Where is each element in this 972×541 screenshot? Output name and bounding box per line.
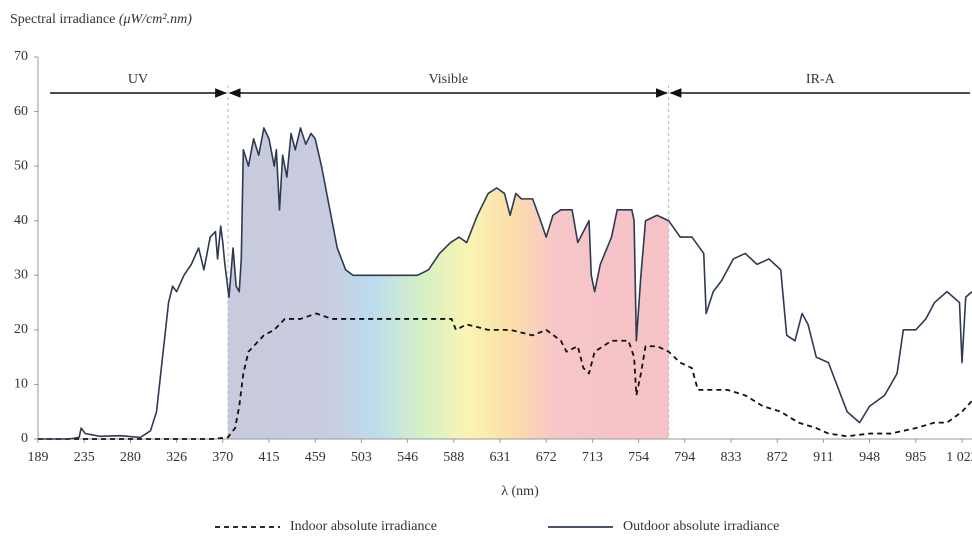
title-unit: (μW/cm².nm): [119, 12, 192, 27]
x-tick-label: 833: [721, 450, 742, 465]
title: Spectral irradiance: [10, 12, 115, 27]
legend-label: Indoor absolute irradiance: [290, 519, 437, 534]
x-tick-label: 911: [813, 450, 833, 465]
x-tick-label: 326: [166, 450, 187, 465]
x-tick-label: 794: [674, 450, 695, 465]
band-label: IR-A: [806, 72, 836, 87]
x-tick-label: 503: [351, 450, 372, 465]
y-tick-label: 20: [14, 322, 28, 337]
x-tick-label: 1 022: [946, 450, 972, 465]
band-label: UV: [128, 72, 148, 87]
y-title: Spectral irradiance (μW/cm².nm): [10, 12, 192, 27]
x-tick-label: 754: [628, 450, 649, 465]
x-tick-label: 872: [767, 450, 788, 465]
spectrum-fill: [227, 127, 669, 439]
x-tick-label: 588: [443, 450, 464, 465]
x-tick-label: 713: [582, 450, 603, 465]
x-axis-label: λ (nm): [501, 484, 539, 499]
y-tick-label: 10: [14, 377, 28, 392]
x-tick-label: 631: [490, 450, 511, 465]
x-tick-label: 370: [212, 450, 233, 465]
series-line: [38, 312, 972, 440]
y-tick-label: 40: [14, 213, 28, 228]
y-tick-label: 70: [14, 49, 28, 64]
x-tick-label: 235: [74, 450, 95, 465]
y-tick-label: 60: [14, 104, 28, 119]
legend-label: Outdoor absolute irradiance: [623, 519, 779, 534]
x-tick-label: 948: [859, 450, 880, 465]
x-tick-label: 415: [259, 450, 280, 465]
x-tick-label: 280: [120, 450, 141, 465]
band-label: Visible: [428, 72, 468, 87]
x-tick-label: 189: [28, 450, 49, 465]
y-tick-label: 50: [14, 158, 28, 173]
y-tick-label: 30: [14, 268, 28, 283]
series-line: [38, 127, 972, 440]
x-tick-label: 672: [536, 450, 557, 465]
x-tick-label: 546: [397, 450, 418, 465]
x-tick-label: 459: [305, 450, 326, 465]
x-tick-label: 985: [905, 450, 926, 465]
y-tick-label: 0: [21, 431, 28, 446]
